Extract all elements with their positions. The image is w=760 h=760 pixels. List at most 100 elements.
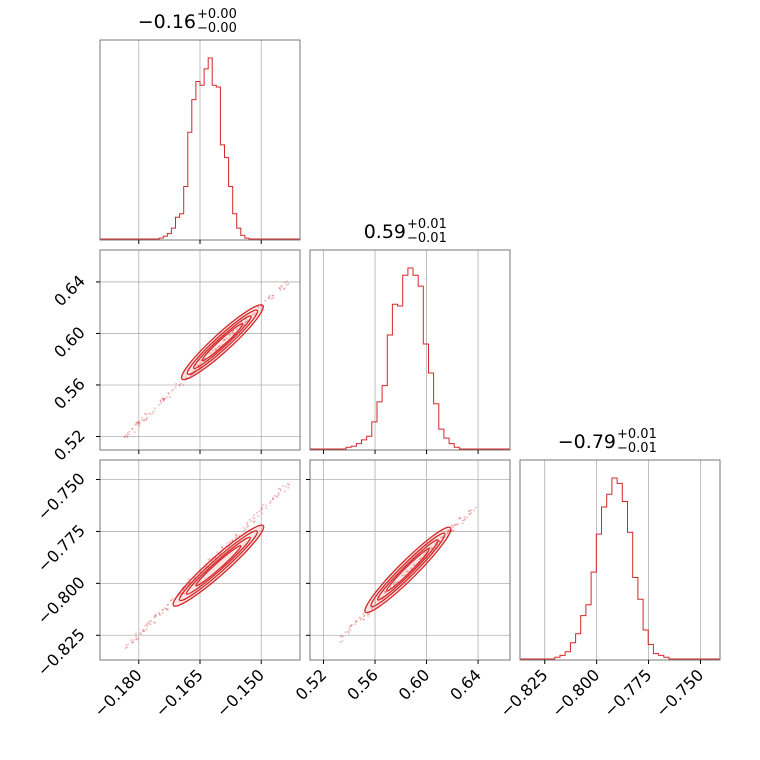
sample-point (165, 608, 168, 611)
sample-point (142, 629, 145, 632)
sample-point (413, 564, 416, 566)
sample-point (253, 517, 256, 520)
sample-point (123, 436, 126, 439)
sample-point (246, 523, 248, 526)
x-tick-label: 0.60 (395, 665, 434, 704)
sample-point (215, 348, 217, 351)
panel-title-0: −0.16 (138, 11, 196, 33)
sample-point (165, 607, 168, 610)
sample-point (169, 396, 171, 399)
sample-point (268, 294, 271, 297)
sample-point (441, 536, 444, 539)
sample-point (135, 632, 137, 635)
sample-point (272, 297, 275, 300)
sample-point (282, 485, 284, 488)
sample-point (228, 540, 231, 543)
sample-point (438, 540, 441, 543)
sample-point (145, 628, 148, 631)
sample-point (366, 613, 369, 616)
sample-point (406, 570, 409, 573)
sample-point (279, 288, 282, 291)
sample-point (166, 608, 169, 611)
sample-point (131, 428, 134, 431)
sample-point (269, 502, 271, 505)
sample-point (360, 617, 362, 620)
panel-frame-2-1 (309, 459, 511, 661)
sample-point (340, 635, 342, 638)
sample-point (207, 558, 210, 561)
sample-point (231, 539, 234, 541)
sample-point (138, 422, 141, 425)
sample-point (162, 398, 165, 401)
sample-point (161, 612, 164, 614)
sample-point (272, 294, 275, 297)
sample-point (131, 641, 134, 644)
correlation-2-0 (124, 482, 291, 650)
sample-point (348, 627, 351, 630)
sample-point (167, 603, 169, 606)
sample-point (276, 495, 278, 497)
sample-point (171, 597, 174, 600)
sample-point (378, 596, 381, 599)
sample-point (235, 328, 238, 330)
tick-layer: 0.520.560.600.64−0.825−0.800−0.775−0.750… (33, 240, 707, 721)
sample-point (137, 638, 140, 640)
sample-point (221, 546, 223, 549)
sample-point (183, 592, 186, 595)
title-layer: −0.16 +0.00−0.000.59 +0.01−0.01−0.79 +0.01−… (138, 7, 657, 456)
sample-point (138, 421, 141, 424)
sample-point (141, 419, 144, 421)
sample-point (135, 638, 138, 641)
sample-point (278, 287, 281, 290)
sample-point (137, 420, 140, 423)
sample-point (431, 546, 433, 549)
sample-point (286, 280, 288, 283)
sample-point (281, 285, 283, 288)
sample-point (447, 529, 450, 532)
sample-point (127, 433, 130, 436)
sample-point (246, 521, 249, 524)
sample-point (222, 339, 225, 342)
sample-point (406, 570, 408, 573)
sample-point (141, 417, 143, 419)
x-tick-label: 0.56 (343, 665, 382, 704)
sample-point (145, 413, 148, 416)
sample-point (130, 639, 133, 641)
sample-point (473, 509, 475, 512)
sample-point (124, 435, 126, 438)
x-tick-label: −0.825 (496, 665, 551, 720)
x-tick-label: −0.775 (600, 665, 655, 720)
sample-point (468, 509, 470, 512)
sample-point (166, 604, 169, 606)
sample-point (393, 583, 395, 586)
sample-point (288, 483, 291, 486)
sample-point (261, 506, 264, 509)
sample-point (153, 616, 156, 619)
sample-point (223, 338, 226, 341)
y-tick-label: −0.800 (33, 573, 88, 628)
sample-point (151, 412, 154, 415)
sample-point (279, 287, 281, 289)
histogram-1 (310, 267, 510, 450)
panel-frame-1-1 (309, 249, 511, 451)
sample-point (265, 507, 267, 509)
sample-point (451, 529, 454, 532)
sample-point (475, 506, 477, 509)
sample-point (374, 601, 377, 604)
contour-level-0 (172, 524, 265, 607)
sample-point (218, 345, 221, 348)
sample-point (260, 508, 263, 510)
sample-point (125, 644, 127, 647)
sample-point (170, 389, 173, 392)
sample-point (146, 416, 148, 419)
sample-point (466, 516, 468, 519)
contour-level-3 (201, 323, 244, 362)
sample-point (253, 312, 256, 315)
sample-point (446, 533, 449, 535)
sample-point (139, 632, 142, 634)
sample-point (148, 412, 151, 415)
y-tick-label: 0.60 (50, 323, 89, 362)
sample-point (287, 282, 290, 285)
sample-point (149, 620, 151, 623)
